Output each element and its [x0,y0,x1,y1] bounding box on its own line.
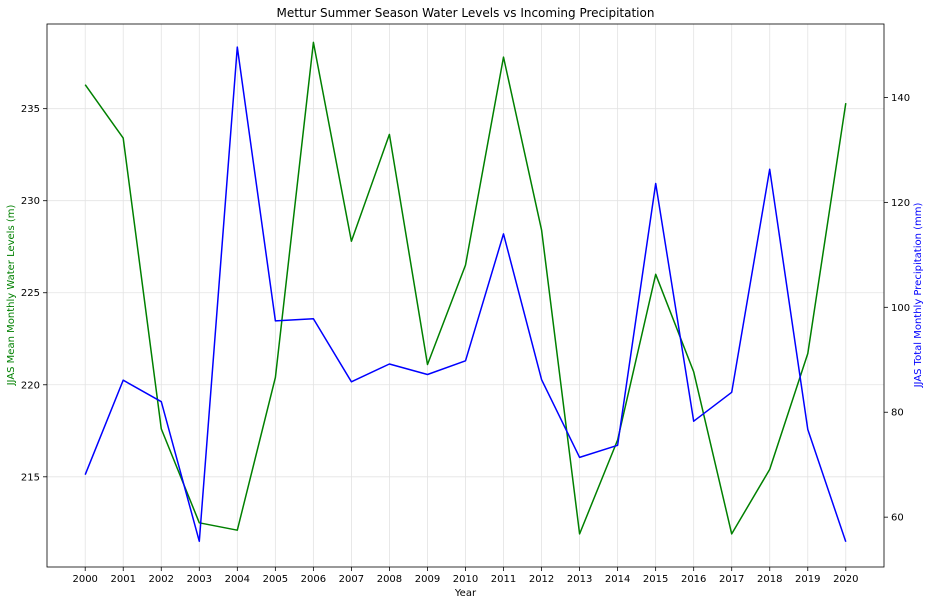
x-tick-label: 2009 [415,574,440,585]
x-tick-label: 2007 [339,574,364,585]
grid [47,24,884,567]
y-right-tick-label: 140 [891,93,910,104]
x-tick-label: 2001 [111,574,136,585]
x-tick-label: 2017 [719,574,744,585]
x-tick-label: 2014 [605,574,630,585]
y-left-tick-label: 215 [21,472,40,483]
y-axis-left-label: JJAS Mean Monthly Water Levels (m) [6,205,17,387]
x-tick-label: 2000 [72,574,97,585]
x-tick-label: 2010 [453,574,478,585]
x-axis: 2000 2001 2002 2003 2004 2005 2006 2007 2008 2009… [72,567,859,585]
y-right-tick-label: 120 [891,198,910,209]
x-tick-label: 2002 [149,574,174,585]
x-tick-label: 2012 [529,574,554,585]
x-tick-label: 2013 [567,574,592,585]
x-tick-label: 2008 [377,574,402,585]
y-right-tick-label: 100 [891,303,910,314]
x-tick-label: 2019 [795,574,820,585]
x-tick-label: 2015 [643,574,668,585]
y-left-tick-label: 235 [21,104,40,115]
x-tick-label: 2016 [681,574,706,585]
chart-title: Mettur Summer Season Water Levels vs Inc… [277,6,655,20]
y-right-tick-label: 80 [891,408,904,419]
x-tick-label: 2004 [225,574,250,585]
x-tick-label: 2020 [833,574,858,585]
x-tick-label: 2018 [757,574,782,585]
y-left-tick-label: 225 [21,288,40,299]
y-axis-right-label: JJAS Total Monthly Precipitation (mm) [913,202,924,388]
water-level-line [84,41,847,535]
y-axis-right: 60 80 100 120 140 [884,93,910,524]
y-left-tick-label: 230 [21,196,40,207]
y-left-tick-label: 220 [21,380,40,391]
x-tick-label: 2006 [301,574,326,585]
x-tick-label: 2003 [187,574,212,585]
y-axis-left: 215 220 225 230 235 [21,104,47,483]
x-tick-label: 2005 [263,574,288,585]
x-tick-label: 2011 [491,574,516,585]
y-right-tick-label: 60 [891,513,904,524]
x-axis-label: Year [454,588,477,599]
series-lines [84,41,847,543]
precipitation-line [84,46,847,543]
